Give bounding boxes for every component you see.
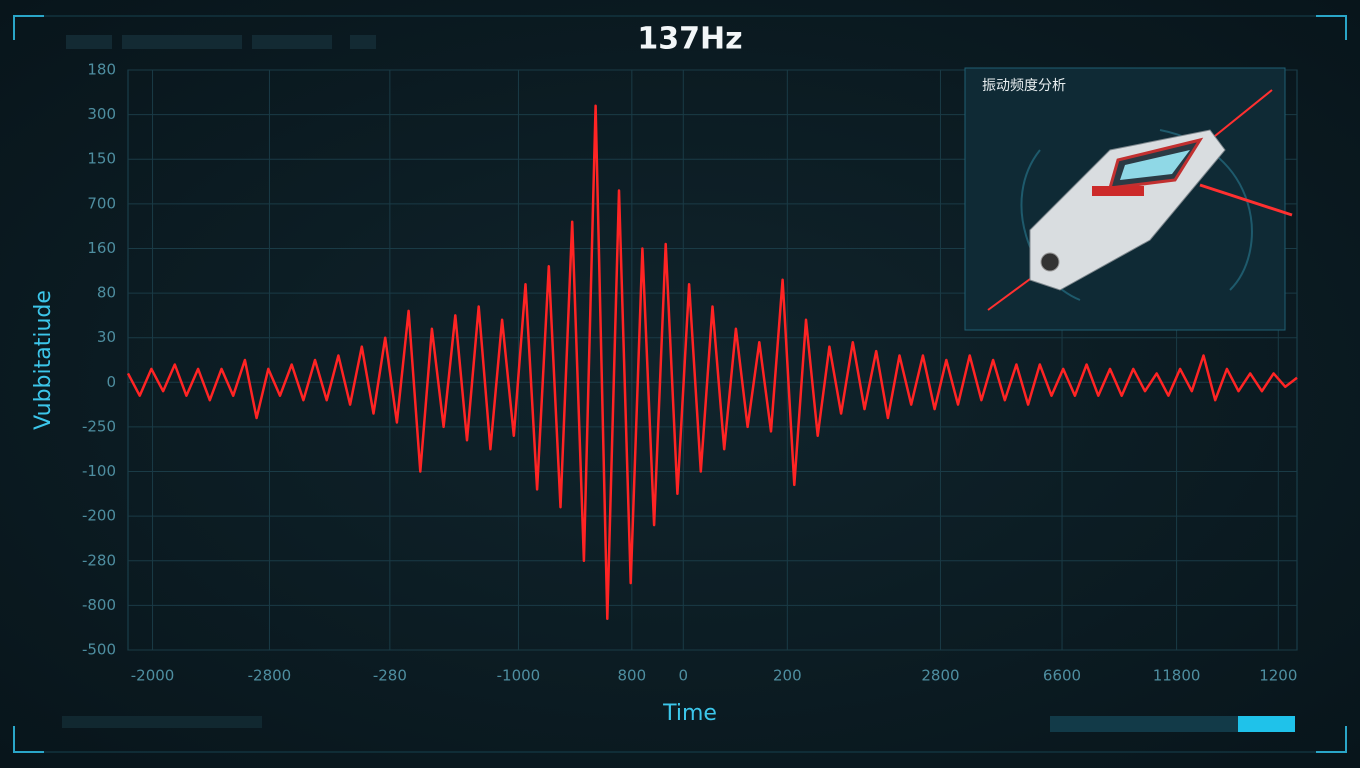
x-tick-label: 1200 [1259, 667, 1297, 685]
device-buttons [1092, 186, 1144, 196]
y-tick-label: 150 [87, 150, 116, 168]
x-axis-label: Time [662, 701, 717, 726]
toolbar-block [252, 35, 332, 49]
x-tick-label: 2800 [921, 667, 959, 685]
device-lens [1040, 252, 1060, 272]
device-display [1120, 150, 1190, 180]
toolbar-block [350, 35, 376, 49]
x-tick-label: 6600 [1043, 667, 1081, 685]
y-tick-label: -280 [82, 551, 116, 569]
status-block [62, 716, 262, 728]
x-tick-label: 0 [679, 667, 689, 685]
progress-track [1050, 716, 1240, 732]
laser-beam [1209, 89, 1273, 141]
frame-corners [13, 15, 1347, 753]
toolbar-block [122, 35, 242, 49]
y-tick-label: -250 [82, 417, 116, 435]
y-tick-label: 0 [106, 373, 116, 391]
progress-fill [1238, 716, 1295, 732]
x-tick-label: 800 [618, 667, 647, 685]
y-tick-label: -500 [82, 641, 116, 659]
y-tick-label: 300 [87, 105, 116, 123]
laser-beam [1199, 183, 1293, 217]
x-tick-label: -280 [373, 667, 407, 685]
x-tick-label: -1000 [497, 667, 541, 685]
y-tick-label: 30 [97, 328, 116, 346]
chart-title: 137Hz [637, 22, 742, 57]
y-tick-label: 80 [97, 284, 116, 302]
x-tick-label: 200 [773, 667, 802, 685]
device-panel: 振动频度分析 [964, 67, 1293, 331]
toolbar-block [66, 35, 112, 49]
y-tick-label: 700 [87, 194, 116, 212]
panel-title: 振动频度分析 [982, 78, 1066, 94]
x-tick-label: -2800 [248, 667, 292, 685]
y-tick-label: -200 [82, 507, 116, 525]
y-tick-label: 180 [87, 61, 116, 79]
y-axis-label: Vubbitatiude [31, 290, 56, 430]
y-tick-label: -800 [82, 596, 116, 614]
y-tick-label: 160 [87, 239, 116, 257]
x-tick-label: -2000 [131, 667, 175, 685]
waveform [126, 104, 1298, 621]
y-tick-label: -100 [82, 462, 116, 480]
x-tick-label: 11800 [1153, 667, 1201, 685]
